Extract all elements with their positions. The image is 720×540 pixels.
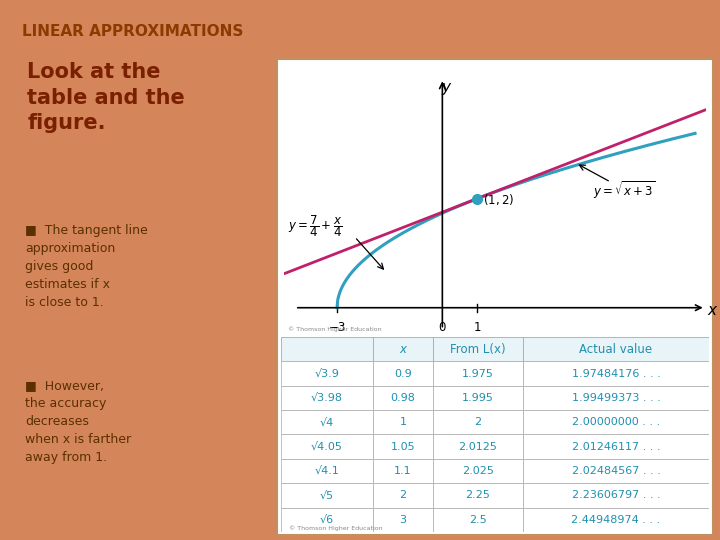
Bar [523, 508, 709, 532]
Bar [523, 386, 709, 410]
Bar [523, 459, 709, 483]
Bar [433, 459, 523, 483]
Text: $(1, 2)$: $(1, 2)$ [482, 192, 514, 207]
Text: From L(x): From L(x) [450, 343, 505, 356]
Text: √3.9: √3.9 [315, 369, 339, 379]
Text: 1.05: 1.05 [390, 442, 415, 451]
Bar [281, 361, 373, 386]
Text: 1.1: 1.1 [394, 466, 412, 476]
Text: $y = \sqrt{x+3}$: $y = \sqrt{x+3}$ [593, 179, 656, 201]
Text: √3.98: √3.98 [311, 393, 343, 403]
Text: 2.00000000 . . .: 2.00000000 . . . [572, 417, 660, 427]
Bar [373, 410, 433, 435]
Text: 1: 1 [400, 417, 406, 427]
Text: 1.975: 1.975 [462, 369, 494, 379]
Bar [373, 508, 433, 532]
Text: 1.97484176 . . .: 1.97484176 . . . [572, 369, 660, 379]
Bar [523, 410, 709, 435]
Text: 0.9: 0.9 [394, 369, 412, 379]
Text: $x$: $x$ [707, 303, 719, 318]
Text: $1$: $1$ [473, 321, 482, 334]
Text: 3: 3 [400, 515, 406, 525]
Bar [523, 337, 709, 361]
Bar [281, 410, 373, 435]
Bar [281, 386, 373, 410]
Bar [373, 459, 433, 483]
Bar [523, 435, 709, 459]
Bar [433, 410, 523, 435]
Text: $y = \dfrac{7}{4} + \dfrac{x}{4}$: $y = \dfrac{7}{4} + \dfrac{x}{4}$ [288, 213, 343, 239]
Bar [373, 386, 433, 410]
Bar [523, 361, 709, 386]
Text: ■  The tangent line
approximation
gives good
estimates if x
is close to 1.: ■ The tangent line approximation gives g… [25, 224, 148, 308]
Bar [373, 435, 433, 459]
Text: √5: √5 [320, 490, 334, 501]
Text: 2.25: 2.25 [465, 490, 490, 501]
Bar [433, 386, 523, 410]
Text: 2.23606797 . . .: 2.23606797 . . . [572, 490, 660, 501]
Bar [373, 361, 433, 386]
Text: 2: 2 [474, 417, 482, 427]
Bar [433, 435, 523, 459]
Bar [281, 459, 373, 483]
Text: ■  However,
the accuracy
decreases
when x is farther
away from 1.: ■ However, the accuracy decreases when x… [25, 379, 131, 464]
Text: Look at the
table and the
figure.: Look at the table and the figure. [27, 62, 185, 133]
Bar [433, 337, 523, 361]
Text: LINEAR APPROXIMATIONS: LINEAR APPROXIMATIONS [22, 24, 243, 39]
Text: Actual value: Actual value [580, 343, 652, 356]
Text: √4: √4 [320, 417, 334, 427]
Bar [281, 483, 373, 508]
Text: 2.5: 2.5 [469, 515, 487, 525]
Bar [433, 483, 523, 508]
Text: √4.05: √4.05 [311, 442, 343, 451]
Text: 2.0125: 2.0125 [459, 442, 498, 451]
Bar [433, 508, 523, 532]
Bar [433, 361, 523, 386]
Text: 1.995: 1.995 [462, 393, 494, 403]
Text: 2.02484567 . . .: 2.02484567 . . . [572, 466, 660, 476]
Text: x: x [400, 343, 406, 356]
Text: √4.1: √4.1 [315, 466, 339, 476]
Text: 0.98: 0.98 [390, 393, 415, 403]
Bar [373, 483, 433, 508]
Text: 2.44948974 . . .: 2.44948974 . . . [572, 515, 660, 525]
Text: © Thomson Higher Education: © Thomson Higher Education [289, 525, 383, 531]
Text: √6: √6 [320, 515, 334, 525]
Text: © Thomson Higher Education: © Thomson Higher Education [288, 327, 382, 332]
Text: 2: 2 [400, 490, 407, 501]
Bar [281, 337, 373, 361]
Text: $0$: $0$ [438, 321, 446, 334]
Bar [523, 483, 709, 508]
Bar [281, 508, 373, 532]
Text: $-3$: $-3$ [328, 321, 346, 334]
Text: 2.025: 2.025 [462, 466, 494, 476]
Bar [281, 435, 373, 459]
Bar [373, 337, 433, 361]
Text: 2.01246117 . . .: 2.01246117 . . . [572, 442, 660, 451]
Text: 1.99499373 . . .: 1.99499373 . . . [572, 393, 660, 403]
Text: $y$: $y$ [441, 81, 452, 97]
